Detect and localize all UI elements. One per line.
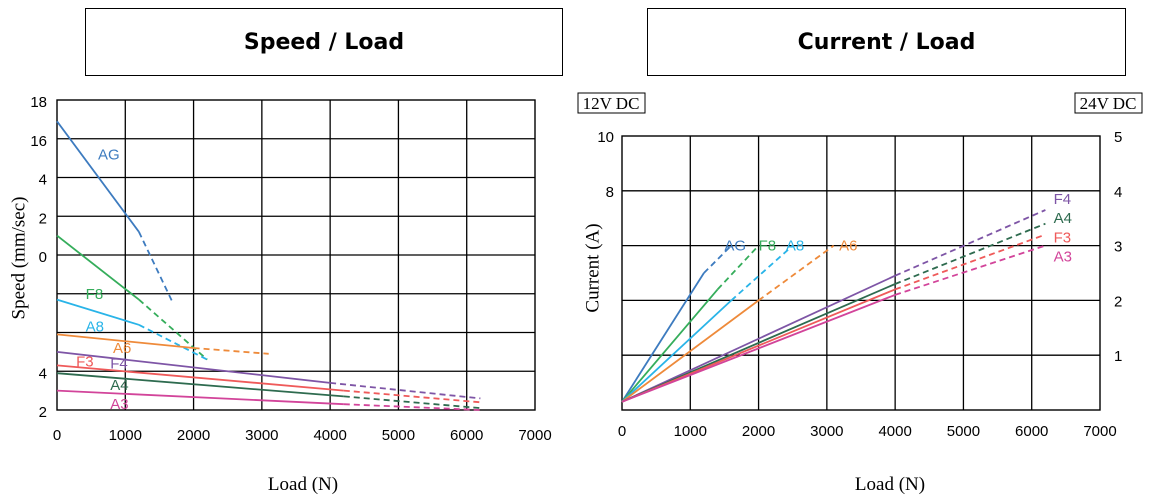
current-series-label-ag: AG [724,238,746,255]
speed-series-a8-solid [56,298,140,326]
speed-y-tick-label: 18 [30,94,47,111]
current-series-f3-dashed [894,233,1046,291]
current-x-tick-label: 6000 [1015,423,1048,440]
speed-x-tick-label: 1000 [109,427,142,444]
speed-x-tick-label: 3000 [245,427,278,444]
current-series-label-a4: A4 [1054,210,1072,227]
current-series-label-f4: F4 [1054,191,1072,208]
current-x-axis-label: Load (N) [855,474,925,495]
speed-series-label-a4: A4 [110,377,128,394]
speed-series-a6-solid [56,333,194,349]
current-x-tick-label: 5000 [947,423,980,440]
speed-x-tick-label: 2000 [177,427,210,444]
current-y-tick-label-right: 4 [1114,184,1122,201]
speed-x-axis-label: Load (N) [268,474,338,495]
current-y-tick-label-left: 8 [606,184,614,201]
speed-x-tick-label: 6000 [450,427,483,444]
current-y-axis-label: Current (A) [582,223,603,312]
axis-24v-box [1074,92,1143,114]
speed-series-ag-solid [56,120,140,233]
speed-series-a6-dashed [193,347,269,355]
axis-12v-label: 12V DC [583,94,640,113]
current-series-a8-solid [621,299,732,403]
current-plot-frame [621,135,1101,411]
speed-series-a8-dashed [138,323,208,361]
current-x-tick-label: 3000 [810,423,843,440]
current-series-ag-dashed [703,244,732,274]
current-y-tick-label-right: 2 [1114,293,1122,310]
current-x-tick-label: 7000 [1083,423,1116,440]
current-load-title: Current / Load [647,8,1126,76]
current-series-ag-solid [621,272,705,403]
current-y-tick-label-right: 3 [1114,239,1122,256]
speed-series-ag-dashed [138,231,174,304]
speed-series-label-a6: A6 [113,340,131,357]
current-series-label-f8: F8 [759,238,777,255]
speed-series-a3-solid [56,389,344,406]
speed-x-tick-label: 5000 [382,427,415,444]
current-y-tick-label-left: 10 [597,129,614,146]
speed-y-tick-label: 4 [39,172,47,189]
speed-y-tick-label: 0 [39,249,47,266]
current-series-a3-solid [621,294,896,403]
speed-series-label-ag: AG [98,146,120,163]
speed-series-label-a8: A8 [86,319,104,336]
speed-series-f3-solid [56,364,344,392]
current-series-f8-solid [621,288,719,403]
current-y-tick-label-right: 5 [1114,129,1122,146]
axis-24v-label: 24V DC [1080,94,1137,113]
speed-y-axis-label: Speed (mm/sec) [8,197,29,320]
current-series-label-a6: A6 [839,238,857,255]
speed-series-label-f4: F4 [110,356,128,373]
speed-series-label-f8: F8 [86,286,104,303]
current-x-tick-label: 4000 [878,423,911,440]
speed-x-tick-label: 4000 [313,427,346,444]
speed-x-tick-label: 0 [53,427,61,444]
current-series-label-f3: F3 [1054,229,1072,246]
speed-y-tick-label: 4 [39,365,47,382]
speed-load-title: Speed / Load [85,8,563,76]
current-series-a6-solid [621,299,760,403]
current-series-label-a3: A3 [1054,249,1072,266]
speed-series-f4-solid [56,351,331,384]
current-series-a4-dashed [894,222,1046,285]
current-y-tick-label-right: 1 [1114,348,1122,365]
speed-x-tick-label: 7000 [518,427,551,444]
speed-series-f8-dashed [138,298,208,361]
speed-series-a4-dashed [343,395,481,409]
speed-y-tick-label: 16 [30,133,47,150]
speed-series-a4-solid [56,372,344,398]
speed-series-label-f3: F3 [76,354,94,371]
speed-y-tick-label: 2 [39,210,47,227]
current-series-a6-dashed [758,244,835,302]
current-x-tick-label: 0 [618,423,626,440]
current-series-a8-dashed [730,244,794,302]
current-x-tick-label: 2000 [742,423,775,440]
current-series-f4-dashed [894,209,1046,277]
current-x-tick-label: 1000 [674,423,707,440]
current-series-a3-dashed [894,244,1046,296]
speed-series-f8-solid [56,234,140,301]
speed-series-label-a3: A3 [110,396,128,413]
current-series-f4-solid [621,274,896,403]
speed-series-f3-dashed [343,389,481,404]
speed-series-f4-dashed [330,382,481,400]
speed-y-tick-label: 2 [39,404,47,421]
current-series-label-a8: A8 [786,238,804,255]
speed-series-a3-dashed [343,403,481,411]
axis-12v-box [577,92,646,114]
